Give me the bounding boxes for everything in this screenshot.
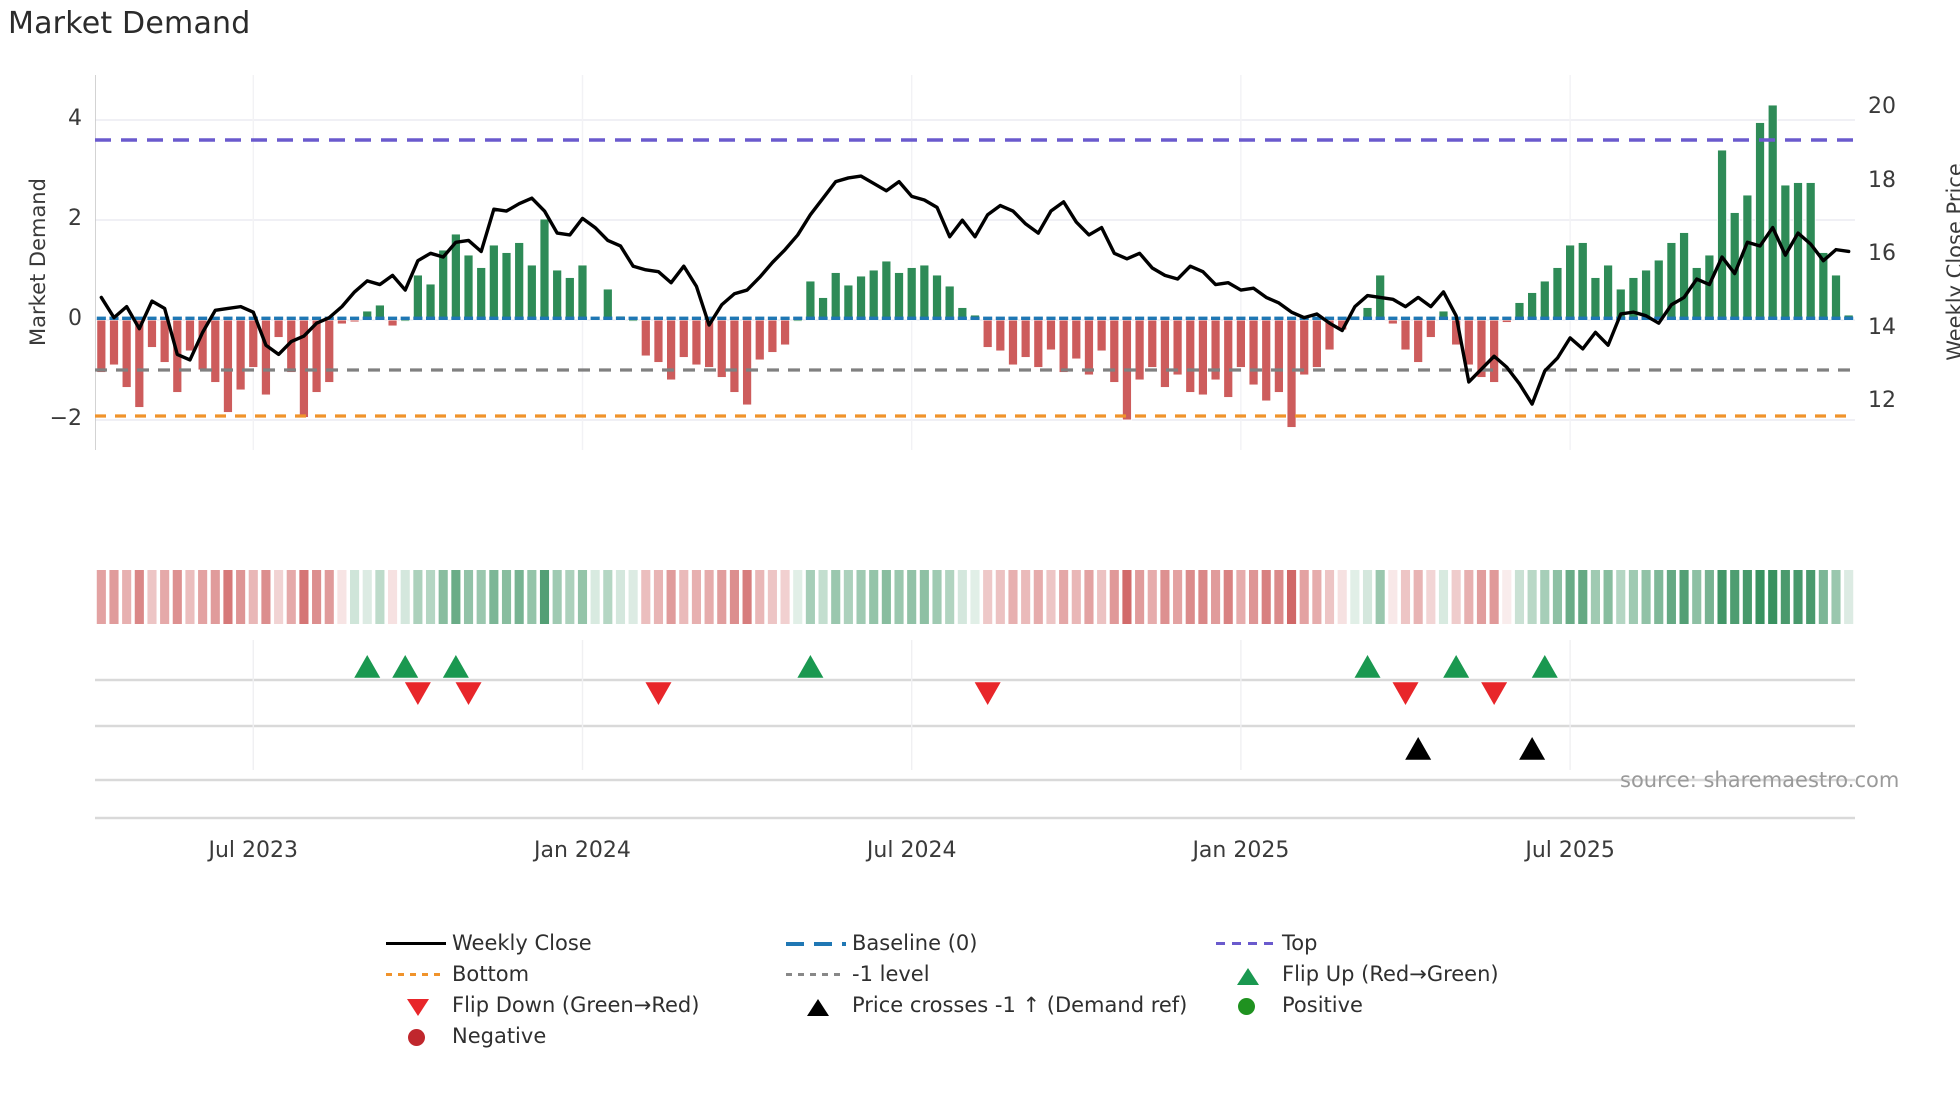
legend-glyph (380, 990, 452, 1020)
legend-item[interactable]: Bottom (380, 959, 780, 989)
x-tick: Jan 2024 (534, 838, 631, 863)
legend-item[interactable]: Baseline (0) (780, 928, 1210, 958)
legend-row: Bottom -1 level Flip Up (Red→Green) (380, 959, 1580, 989)
top-line-glyph (1216, 942, 1276, 945)
flip-up-triangle-icon (1237, 968, 1259, 985)
price-cross-marker (1405, 737, 1432, 760)
legend-row: Negative (380, 1021, 1580, 1051)
positive-circle-icon (1238, 998, 1255, 1015)
legend-label: -1 level (852, 962, 930, 986)
legend-item[interactable] (1210, 1021, 1580, 1051)
flip-down-marker (645, 682, 672, 705)
legend-glyph (780, 990, 852, 1020)
baseline-line-glyph (786, 942, 846, 946)
y-tick-left: 0 (68, 306, 82, 331)
legend-row: Flip Down (Green→Red) Price crosses -1 ↑ … (380, 990, 1580, 1020)
legend-label: Top (1282, 931, 1318, 955)
y-tick-right: 16 (1868, 241, 1896, 267)
source-watermark: source: sharemaestro.com (1620, 768, 1900, 792)
x-tick: Jul 2024 (866, 838, 957, 863)
y-tick-left: 4 (68, 106, 82, 131)
legend-item[interactable]: Positive (1210, 990, 1580, 1020)
y-tick-left: −2 (49, 406, 82, 431)
y-tick-left: 2 (68, 206, 82, 231)
flip-down-triangle-icon (407, 999, 429, 1016)
flip-up-marker (392, 655, 419, 678)
legend-item[interactable]: -1 level (780, 959, 1210, 989)
legend-glyph (380, 959, 452, 989)
legend-item[interactable]: Price crosses -1 ↑ (Demand ref) (780, 990, 1210, 1020)
flip-up-marker (442, 655, 469, 678)
x-tick: Jan 2025 (1192, 838, 1290, 863)
y-tick-right: 12 (1868, 388, 1896, 414)
strip-svg (96, 570, 1854, 624)
demand-intensity-strip (95, 570, 1855, 624)
flip-up-marker (1531, 655, 1558, 678)
legend-glyph (380, 928, 452, 958)
y-axis-left-label: Market Demand (26, 178, 50, 346)
x-tick: Jul 2023 (208, 838, 299, 863)
event-marker-rows (95, 640, 1855, 820)
legend-label: Price crosses -1 ↑ (Demand ref) (852, 993, 1188, 1017)
y-tick-right: 14 (1868, 314, 1896, 340)
x-tick: Jul 2025 (1525, 838, 1615, 863)
minus-one-line-glyph (786, 973, 846, 976)
flip-down-marker (404, 682, 431, 705)
weekly-close-line-glyph (386, 942, 446, 945)
bottom-line-glyph (386, 973, 446, 976)
legend-glyph (780, 959, 852, 989)
flip-down-marker (1481, 682, 1508, 705)
price-cross-triangle-icon (807, 999, 829, 1016)
flip-down-marker (1392, 682, 1419, 705)
legend-label: Flip Up (Red→Green) (1282, 962, 1499, 986)
legend-item[interactable]: Flip Down (Green→Red) (380, 990, 780, 1020)
chart-legend: Weekly Close Baseline (0) Top Bottom -1 leve… (380, 928, 1580, 1052)
legend-label: Baseline (0) (852, 931, 978, 955)
main-plot-area (95, 75, 1855, 450)
flip-up-marker (354, 655, 381, 678)
legend-label: Positive (1282, 993, 1363, 1017)
y-axis-right-label: Weekly Close Price (1943, 163, 1960, 361)
flip-up-marker (797, 655, 824, 678)
flip-down-marker (974, 682, 1001, 705)
negative-circle-icon (408, 1029, 425, 1046)
legend-label: Negative (452, 1024, 547, 1048)
legend-item[interactable] (780, 1021, 1210, 1051)
legend-item[interactable]: Weekly Close (380, 928, 780, 958)
price-cross-marker (1519, 737, 1546, 760)
flip-up-marker (1354, 655, 1381, 678)
legend-label: Bottom (452, 962, 530, 986)
legend-glyph (1210, 959, 1282, 989)
legend-glyph (780, 928, 852, 958)
legend-glyph (1210, 928, 1282, 958)
y-tick-right: 18 (1868, 167, 1896, 193)
plot-svg (95, 75, 1855, 450)
markers-svg (95, 640, 1855, 820)
legend-item[interactable]: Top (1210, 928, 1580, 958)
legend-label: Weekly Close (452, 931, 592, 955)
legend-item[interactable]: Flip Up (Red→Green) (1210, 959, 1580, 989)
legend-glyph (380, 1021, 452, 1051)
legend-row: Weekly Close Baseline (0) Top (380, 928, 1580, 958)
page-title: Market Demand (8, 6, 251, 41)
legend-label: Flip Down (Green→Red) (452, 993, 700, 1017)
legend-item[interactable]: Negative (380, 1021, 780, 1051)
flip-down-marker (455, 682, 482, 705)
y-tick-right: 20 (1868, 94, 1896, 120)
legend-glyph (1210, 990, 1282, 1020)
flip-up-marker (1443, 655, 1470, 678)
